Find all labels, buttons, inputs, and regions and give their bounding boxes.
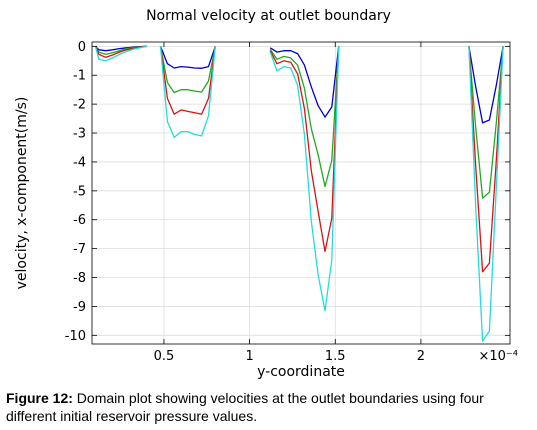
y-axis-label: velocity, x-component(m/s): [14, 97, 30, 290]
series-line-segment: [269, 46, 340, 312]
y-tick-label: -2: [73, 98, 86, 113]
x-tick-label: 1.5: [325, 349, 346, 364]
x-axis-label: y-coordinate: [257, 364, 345, 380]
series-line-segment: [94, 45, 147, 62]
caption-label: Figure 12:: [6, 390, 73, 406]
series-line-segment: [269, 46, 340, 188]
y-tick-label: -3: [73, 127, 86, 142]
x-scale-label: ×10⁻⁴: [478, 349, 518, 364]
series-3: [94, 45, 504, 273]
grid: [92, 42, 510, 344]
chart-title: Normal velocity at outlet boundary: [146, 8, 391, 24]
chart: 0.5 1 1.5 2 0 -1 -2 -3 -4 -5 -6 -7 -8 -9 -10 y-coordin…: [14, 40, 518, 380]
series-line-segment: [269, 46, 340, 253]
x-tick-label: 0.5: [154, 349, 175, 364]
series-line-segment: [159, 46, 216, 115]
caption-text: Domain plot showing velocities at the ou…: [6, 390, 484, 424]
series-line-segment: [468, 46, 504, 199]
y-tick-label: -9: [73, 300, 86, 315]
series-line-segment: [159, 46, 216, 139]
series-line-segment: [94, 45, 147, 58]
plot-frame: [91, 41, 511, 345]
series-line-segment: [269, 46, 340, 118]
y-tick-label: -1: [73, 69, 86, 84]
series-4: [94, 45, 504, 342]
y-tick-label: 0: [78, 40, 86, 55]
series-line-segment: [468, 46, 504, 124]
plot-background: [92, 42, 510, 344]
y-tick-label: -7: [73, 242, 86, 257]
x-tick-label: 1: [245, 349, 253, 364]
y-tick-label: -5: [73, 184, 86, 199]
series-line-segment: [159, 46, 216, 94]
y-tick-label: -6: [73, 213, 86, 228]
series-line-segment: [159, 46, 216, 69]
axis-ticks: 0.5 1 1.5 2 0 -1 -2 -3 -4 -5 -6 -7 -8 -9 -10: [65, 40, 510, 364]
y-tick-label: -4: [73, 155, 86, 170]
y-tick-label: -8: [73, 271, 86, 286]
series-lines: [94, 45, 504, 342]
x-tick-label: 2: [417, 349, 425, 364]
series-line-segment: [468, 46, 504, 342]
series-line-segment: [468, 46, 504, 273]
figure-caption: Figure 12: Domain plot showing velocitie…: [6, 389, 531, 425]
y-tick-label: -10: [65, 329, 86, 344]
